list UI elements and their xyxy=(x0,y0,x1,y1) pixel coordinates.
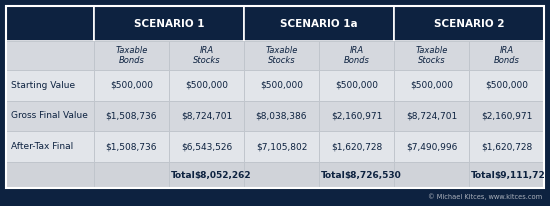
Text: IRA
Bonds: IRA Bonds xyxy=(344,46,370,65)
Bar xyxy=(6,6,94,41)
Bar xyxy=(169,162,244,188)
Bar xyxy=(6,162,94,188)
Text: $500,000: $500,000 xyxy=(185,81,228,90)
Bar xyxy=(244,70,319,101)
Text: $7,105,802: $7,105,802 xyxy=(256,142,307,151)
Text: $1,620,728: $1,620,728 xyxy=(331,142,382,151)
Bar xyxy=(6,131,94,162)
Bar xyxy=(394,162,469,188)
Text: $9,111,724: $9,111,724 xyxy=(494,171,550,179)
Bar xyxy=(394,131,469,162)
Text: $500,000: $500,000 xyxy=(110,81,153,90)
Bar xyxy=(394,6,544,41)
Text: $2,160,971: $2,160,971 xyxy=(481,111,532,121)
Bar xyxy=(319,162,394,188)
Text: Total: Total xyxy=(470,171,495,179)
Bar xyxy=(244,162,319,188)
Bar xyxy=(94,70,169,101)
Bar xyxy=(319,101,394,131)
Text: Total: Total xyxy=(321,171,345,179)
Text: SCENARIO 2: SCENARIO 2 xyxy=(434,19,504,29)
Text: $1,620,728: $1,620,728 xyxy=(481,142,532,151)
Text: Starting Value: Starting Value xyxy=(11,81,75,90)
Bar xyxy=(94,41,169,70)
Bar xyxy=(94,6,244,41)
Bar xyxy=(169,70,244,101)
Bar xyxy=(6,6,544,188)
Bar xyxy=(6,41,94,70)
Text: $2,160,971: $2,160,971 xyxy=(331,111,382,121)
Text: © Michael Kitces, www.kitces.com: © Michael Kitces, www.kitces.com xyxy=(428,194,542,200)
Bar xyxy=(394,41,469,70)
Text: $500,000: $500,000 xyxy=(485,81,528,90)
Text: Taxable
Stocks: Taxable Stocks xyxy=(265,46,298,65)
Text: Taxable
Stocks: Taxable Stocks xyxy=(415,46,448,65)
Text: $1,508,736: $1,508,736 xyxy=(106,111,157,121)
Text: $500,000: $500,000 xyxy=(260,81,303,90)
Text: Gross Final Value: Gross Final Value xyxy=(11,111,88,121)
Bar xyxy=(244,101,319,131)
Bar xyxy=(169,101,244,131)
Bar xyxy=(94,131,169,162)
Text: IRA
Bonds: IRA Bonds xyxy=(493,46,519,65)
Text: Taxable
Bonds: Taxable Bonds xyxy=(116,46,148,65)
Text: $8,052,262: $8,052,262 xyxy=(195,171,251,179)
Bar xyxy=(6,101,94,131)
Text: After-Tax Final: After-Tax Final xyxy=(11,142,73,151)
Text: $1,508,736: $1,508,736 xyxy=(106,142,157,151)
Text: IRA
Stocks: IRA Stocks xyxy=(192,46,221,65)
Text: $6,543,526: $6,543,526 xyxy=(181,142,232,151)
Text: SCENARIO 1: SCENARIO 1 xyxy=(134,19,204,29)
Bar xyxy=(319,70,394,101)
Bar xyxy=(94,162,169,188)
Bar xyxy=(169,131,244,162)
Bar xyxy=(0,188,550,206)
Bar xyxy=(244,41,319,70)
Bar xyxy=(6,70,94,101)
Bar xyxy=(319,131,394,162)
Bar xyxy=(469,162,544,188)
Bar xyxy=(394,101,469,131)
Bar xyxy=(469,41,544,70)
Text: $8,726,530: $8,726,530 xyxy=(345,171,402,179)
Bar xyxy=(94,101,169,131)
Text: $8,724,701: $8,724,701 xyxy=(406,111,457,121)
Bar xyxy=(169,41,244,70)
Bar xyxy=(394,70,469,101)
Text: $7,490,996: $7,490,996 xyxy=(406,142,457,151)
Text: $8,724,701: $8,724,701 xyxy=(181,111,232,121)
Text: $8,038,386: $8,038,386 xyxy=(256,111,307,121)
Bar xyxy=(469,131,544,162)
Bar xyxy=(244,6,394,41)
Text: $500,000: $500,000 xyxy=(335,81,378,90)
Text: $500,000: $500,000 xyxy=(410,81,453,90)
Text: SCENARIO 1a: SCENARIO 1a xyxy=(280,19,358,29)
Bar xyxy=(244,131,319,162)
Bar xyxy=(469,101,544,131)
Bar xyxy=(469,70,544,101)
Bar xyxy=(319,41,394,70)
Text: Total: Total xyxy=(170,171,195,179)
